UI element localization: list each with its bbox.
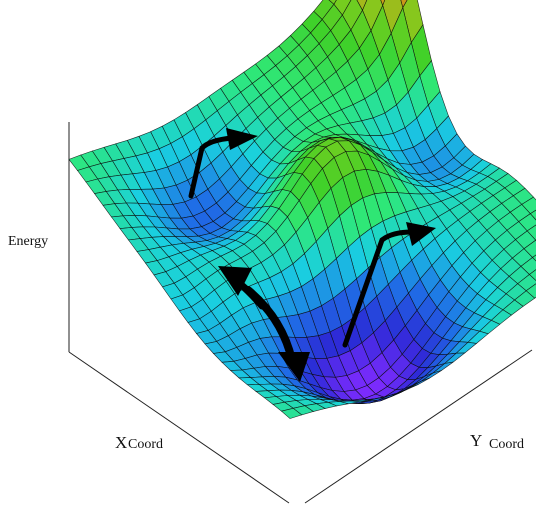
- y-axis-line: [304, 349, 533, 504]
- axes-frame: [68, 122, 533, 504]
- right-up-arrow-shaft: [342, 229, 415, 348]
- right-up-arrow-head: [406, 222, 436, 246]
- x-coord-word: Coord: [128, 437, 163, 452]
- y-coord-axis-label: Y Coord: [470, 431, 524, 452]
- surface-cell: [280, 407, 303, 419]
- surface-cell: [532, 254, 536, 262]
- y-coord-word: Coord: [489, 437, 524, 452]
- left-upper-arrow-head: [226, 128, 258, 150]
- left-upper-arrow-shaft: [188, 135, 235, 199]
- surface-cell: [380, 0, 386, 7]
- energy-axis-label: Energy: [8, 234, 48, 249]
- center-down-arrow-head: [278, 352, 310, 382]
- reaction-path-arrows: [188, 128, 436, 382]
- x-coord-axis-label: X Coord: [115, 433, 163, 452]
- x-coord-letter: X: [115, 433, 127, 452]
- y-coord-letter: Y: [470, 431, 482, 450]
- x-axis-line: [68, 351, 290, 504]
- potential-energy-surface: [68, 0, 536, 419]
- center-up-arrow-head: [218, 266, 252, 296]
